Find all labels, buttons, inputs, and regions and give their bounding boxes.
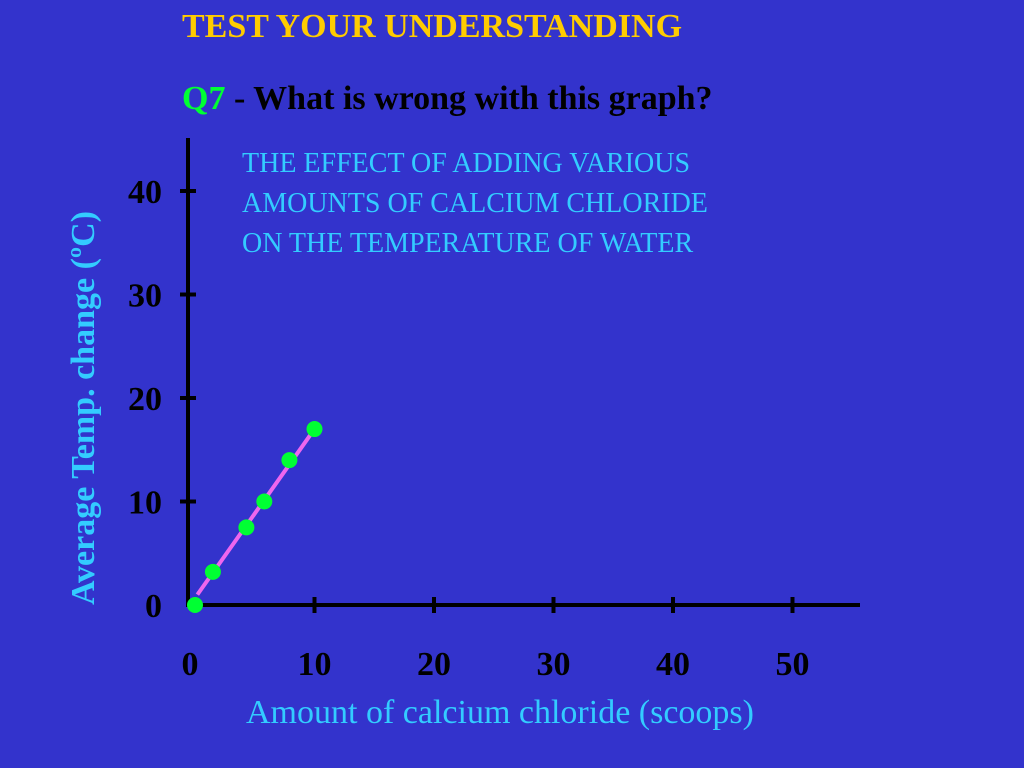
data-point-5 xyxy=(306,421,323,438)
y-tick-label-0: 0 xyxy=(145,588,162,625)
y-tick-label-20: 20 xyxy=(128,381,162,418)
chart-title: THE EFFECT OF ADDING VARIOUS AMOUNTS OF … xyxy=(242,144,882,264)
y-axis-label: Average Temp. change (ºC) xyxy=(65,211,102,605)
data-point-1 xyxy=(204,563,221,580)
x-tick-label-40: 40 xyxy=(656,646,690,683)
x-tick-label-10: 10 xyxy=(298,646,332,683)
question-number: Q7 xyxy=(182,80,226,117)
data-point-3 xyxy=(256,493,273,510)
chart-title-line-3: ON THE TEMPERATURE OF WATER xyxy=(242,228,694,259)
question-text: - What is wrong with this graph? xyxy=(225,80,713,117)
y-tick-label-10: 10 xyxy=(128,485,162,522)
x-tick-label-0: 0 xyxy=(182,646,199,683)
y-tick-label-40: 40 xyxy=(128,174,162,211)
x-tick-label-50: 50 xyxy=(776,646,810,683)
slide-heading: TEST YOUR UNDERSTANDING xyxy=(182,8,683,45)
x-axis-label: Amount of calcium chloride (scoops) xyxy=(246,694,754,731)
chart-title-line-1: THE EFFECT OF ADDING VARIOUS xyxy=(242,148,691,179)
chart-title-line-2: AMOUNTS OF CALCIUM CHLORIDE xyxy=(242,188,708,219)
question-line: Q7 - What is wrong with this graph? xyxy=(182,80,713,118)
x-tick-label-20: 20 xyxy=(417,646,451,683)
data-point-0 xyxy=(187,597,203,613)
data-point-4 xyxy=(281,452,298,469)
x-tick-label-30: 30 xyxy=(537,646,571,683)
y-tick-label-30: 30 xyxy=(128,278,162,315)
data-point-2 xyxy=(238,519,255,536)
